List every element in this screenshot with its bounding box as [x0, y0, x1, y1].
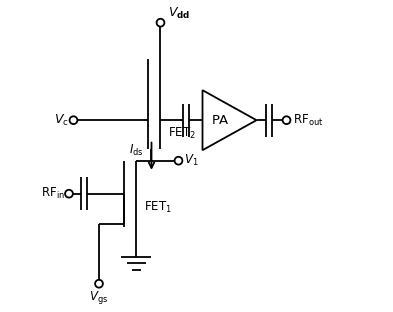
Text: $\mathrm{RF}_{\mathrm{out}}$: $\mathrm{RF}_{\mathrm{out}}$: [292, 113, 323, 128]
Text: $\mathrm{PA}$: $\mathrm{PA}$: [211, 114, 230, 127]
Text: $V_{1}$: $V_{1}$: [184, 153, 198, 168]
Text: $V_{\mathrm{c}}$: $V_{\mathrm{c}}$: [54, 113, 69, 128]
Text: $\mathrm{FET}_{2}$: $\mathrm{FET}_{2}$: [168, 126, 196, 141]
Text: $I_{\mathrm{ds}}$: $I_{\mathrm{ds}}$: [129, 143, 144, 158]
Text: $\mathrm{FET}_{1}$: $\mathrm{FET}_{1}$: [144, 200, 172, 215]
Text: $V_{\mathrm{gs}}$: $V_{\mathrm{gs}}$: [89, 289, 108, 306]
Text: $\mathrm{RF}_{\mathrm{in}}$: $\mathrm{RF}_{\mathrm{in}}$: [40, 186, 64, 201]
Text: $V_{\mathbf{dd}}$: $V_{\mathbf{dd}}$: [168, 6, 190, 21]
